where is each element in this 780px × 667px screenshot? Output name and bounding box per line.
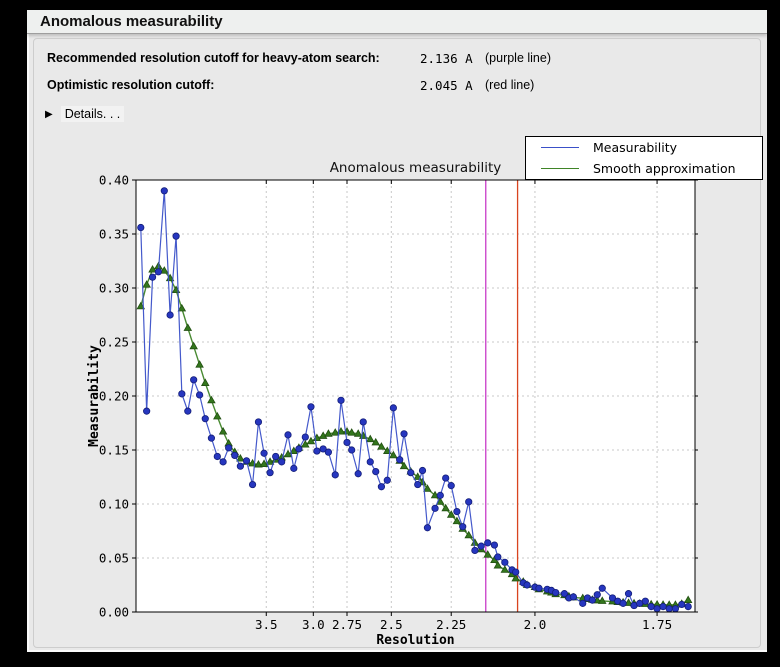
section-titlebar: Anomalous measurability [27, 10, 767, 34]
legend-label-smooth: Smooth approximation [593, 161, 736, 176]
page-title: Anomalous measurability [40, 13, 223, 30]
smooth-approximation-line-icon [541, 168, 579, 169]
recommended-cutoff-label: Recommended resolution cutoff for heavy-… [47, 51, 380, 65]
measurability-line-icon [541, 147, 579, 148]
results-group-box [33, 38, 761, 648]
optimistic-cutoff-row: Optimistic resolution cutoff: 2.045 A (r… [27, 78, 767, 94]
chart-legend: Measurability Smooth approximation [525, 136, 763, 180]
recommended-cutoff-value: 2.136 A [420, 51, 473, 66]
legend-row-smooth: Smooth approximation [526, 158, 762, 179]
optimistic-cutoff-note: (red line) [485, 78, 535, 92]
optimistic-cutoff-label: Optimistic resolution cutoff: [47, 78, 215, 92]
details-expander[interactable]: ▶ Details. . . [45, 105, 125, 123]
legend-row-measurability: Measurability [526, 137, 762, 158]
recommended-cutoff-row: Recommended resolution cutoff for heavy-… [27, 51, 767, 67]
optimistic-cutoff-value: 2.045 A [420, 78, 473, 93]
details-label: Details. . . [60, 106, 125, 122]
legend-label-measurability: Measurability [593, 140, 678, 155]
recommended-cutoff-note: (purple line) [485, 51, 552, 65]
anomalous-measurability-panel: Anomalous measurability Recommended reso… [27, 10, 767, 652]
disclosure-triangle-icon: ▶ [45, 108, 53, 120]
